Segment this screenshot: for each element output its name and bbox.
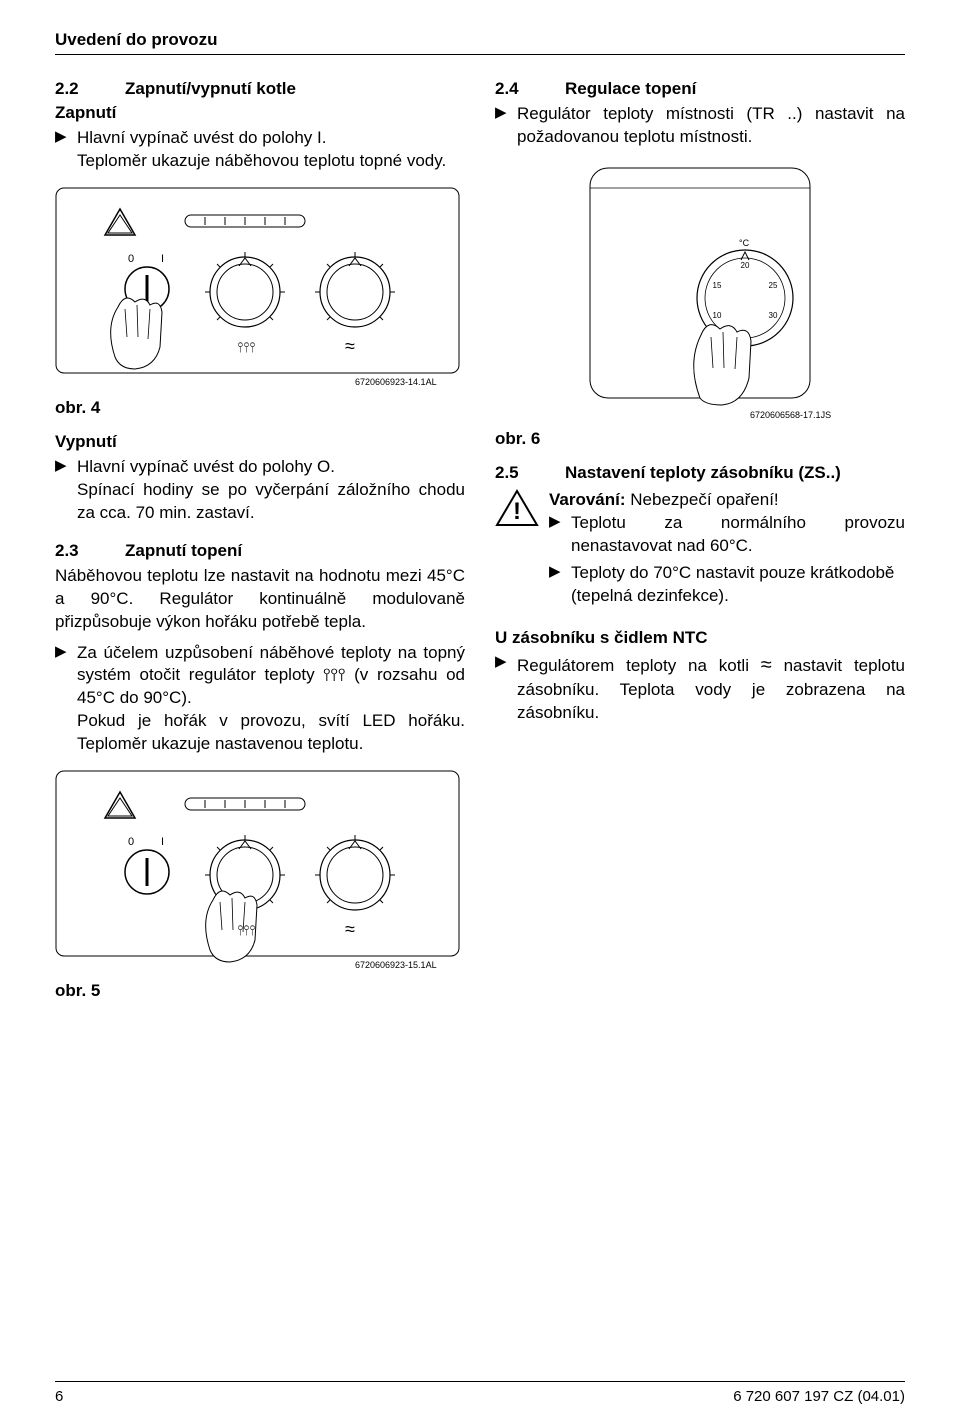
section-num: 2.4: [495, 79, 565, 99]
radiator-icon: ⫯⫯⫯: [323, 665, 345, 685]
figure-6-caption: obr. 6: [495, 429, 905, 449]
triangle-bullet-icon: ▶: [549, 512, 571, 558]
section-num: 2.2: [55, 79, 125, 99]
section-2-2-heading: 2.2 Zapnutí/vypnutí kotle: [55, 79, 465, 99]
section-title: Nastavení teploty zásobníku (ZS..): [565, 463, 841, 483]
triangle-bullet-icon: ▶: [495, 103, 517, 149]
bullet-text: Regulátorem teploty na kotli ≈ nastavit …: [517, 652, 905, 725]
hand-icon: [111, 298, 162, 369]
svg-text:25: 25: [769, 281, 778, 290]
section-2-3-heading: 2.3 Zapnutí topení: [55, 541, 465, 561]
svg-text:0: 0: [128, 253, 134, 265]
footer: 6 6 720 607 197 CZ (04.01): [55, 1381, 905, 1405]
header-title: Uvedení do provozu: [55, 30, 905, 50]
svg-text:6720606923-14.1AL: 6720606923-14.1AL: [355, 377, 437, 387]
section-num: 2.5: [495, 463, 565, 483]
section-2-5-heading: 2.5 Nastavení teploty zásobníku (ZS..): [495, 463, 905, 483]
bullet-text: Za účelem uzpůsobení náběhové teploty na…: [77, 642, 465, 757]
bullet-text: Hlavní vypínač uvést do polohy O. Spínac…: [77, 456, 465, 525]
section-title: Zapnutí/vypnutí kotle: [125, 79, 296, 99]
page-container: Uvedení do provozu 2.2 Zapnutí/vypnutí k…: [0, 0, 960, 1425]
control-panel-illustration: 0 I: [55, 770, 460, 975]
svg-text:15: 15: [713, 281, 722, 290]
section-num: 2.3: [55, 541, 125, 561]
left-column: 2.2 Zapnutí/vypnutí kotle Zapnutí ▶ Hlav…: [55, 79, 465, 1015]
thermostat-illustration: °C 20 25 30 15 10: [550, 163, 850, 423]
figure-5-caption: obr. 5: [55, 981, 465, 1001]
section-title: Regulace topení: [565, 79, 696, 99]
paragraph: Náběhovou teplotu lze nastavit na hodnot…: [55, 565, 465, 634]
figure-4: 0 I: [55, 187, 465, 392]
bullet-item: ▶ Hlavní vypínač uvést do polohy O. Spín…: [55, 456, 465, 525]
subhead-zapnuti: Zapnutí: [55, 103, 465, 123]
svg-text:30: 30: [769, 311, 778, 320]
hand-icon: [694, 325, 751, 405]
svg-text:≈: ≈: [345, 336, 355, 356]
svg-text:6720606568-17.1JS: 6720606568-17.1JS: [750, 410, 831, 420]
svg-text:10: 10: [713, 311, 722, 320]
svg-text:≈: ≈: [345, 919, 355, 939]
subhead-vypnuti: Vypnutí: [55, 432, 465, 452]
section-title: Zapnutí topení: [125, 541, 242, 561]
svg-text:I: I: [161, 253, 164, 265]
triangle-bullet-icon: ▶: [55, 642, 77, 757]
page-number: 6: [55, 1388, 63, 1405]
triangle-bullet-icon: ▶: [55, 456, 77, 525]
svg-text:⫯⫯⫯: ⫯⫯⫯: [237, 340, 255, 356]
svg-text:20: 20: [741, 261, 750, 270]
warning-body: Varování: Nebezpečí opaření! ▶ Teplotu z…: [549, 489, 905, 612]
two-column-layout: 2.2 Zapnutí/vypnutí kotle Zapnutí ▶ Hlav…: [55, 79, 905, 1015]
bullet-text: Regulátor teploty místnosti (TR ..) nast…: [517, 103, 905, 149]
right-column: 2.4 Regulace topení ▶ Regulátor teploty …: [495, 79, 905, 1015]
svg-text:⫯⫯⫯: ⫯⫯⫯: [237, 923, 255, 939]
triangle-bullet-icon: ▶: [549, 562, 571, 608]
bullet-text: Hlavní vypínač uvést do polohy I. Teplom…: [77, 127, 465, 173]
subhead-ntc: U zásobníku s čidlem NTC: [495, 628, 905, 648]
figure-5: 0 I: [55, 770, 465, 975]
bullet-item: ▶ Regulátor teploty místnosti (TR ..) na…: [495, 103, 905, 149]
rule-bottom: [55, 1381, 905, 1382]
rule-top: [55, 54, 905, 55]
svg-text:!: !: [513, 498, 521, 525]
control-panel-illustration: 0 I: [55, 187, 460, 392]
warning-box: ! Varování: Nebezpečí opaření! ▶ Teplotu…: [495, 489, 905, 612]
publication-id: 6 720 607 197 CZ (04.01): [733, 1388, 905, 1405]
section-2-4-heading: 2.4 Regulace topení: [495, 79, 905, 99]
triangle-bullet-icon: ▶: [495, 652, 517, 725]
figure-4-caption: obr. 4: [55, 398, 465, 418]
triangle-bullet-icon: ▶: [55, 127, 77, 173]
warning-triangle-icon: !: [495, 489, 539, 612]
svg-text:I: I: [161, 836, 164, 848]
svg-text:0: 0: [128, 836, 134, 848]
figure-6: °C 20 25 30 15 10: [495, 163, 905, 423]
wave-icon: ≈: [761, 654, 772, 676]
bullet-item: ▶ Regulátorem teploty na kotli ≈ nastavi…: [495, 652, 905, 725]
svg-text:6720606923-15.1AL: 6720606923-15.1AL: [355, 960, 437, 970]
bullet-item: ▶ Za účelem uzpůsobení náběhové teploty …: [55, 642, 465, 757]
bullet-item: ▶ Hlavní vypínač uvést do polohy I. Tepl…: [55, 127, 465, 173]
svg-text:°C: °C: [739, 238, 750, 248]
